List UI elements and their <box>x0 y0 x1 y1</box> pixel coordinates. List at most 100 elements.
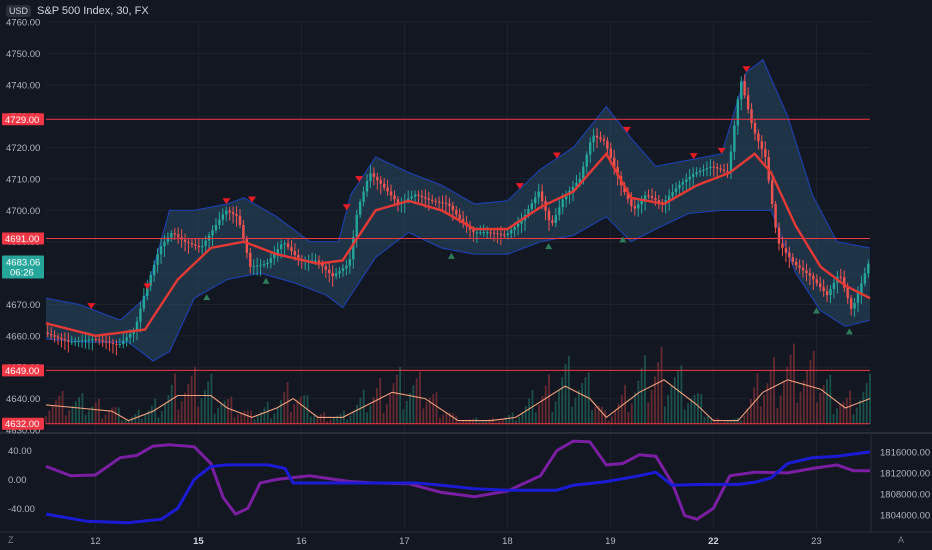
currency-badge[interactable]: USD <box>6 5 32 17</box>
volume-bar <box>177 409 180 424</box>
candle-body <box>757 133 760 142</box>
volume-bar <box>369 405 372 424</box>
volume-bar <box>703 416 706 424</box>
candle-body <box>527 209 530 216</box>
volume-bar <box>690 398 693 424</box>
candle-body <box>760 141 764 150</box>
time-axis: 12 15 16 17 18 19 22 23 <box>90 536 822 547</box>
volume-bar <box>51 405 54 424</box>
candle-body <box>204 240 207 246</box>
volume-bar <box>329 419 332 424</box>
candle-body <box>53 335 56 337</box>
candle-body <box>808 273 812 276</box>
volume-bar <box>829 374 832 424</box>
candle-body <box>451 205 455 211</box>
candle-body <box>626 192 630 200</box>
volume-bar <box>802 380 805 424</box>
candle-body <box>283 243 286 245</box>
candle-body <box>427 198 431 200</box>
candle-body <box>407 198 410 201</box>
volume-bar <box>786 366 789 424</box>
buy-marker <box>203 294 211 301</box>
volume-bar <box>501 419 504 424</box>
candle-body <box>431 199 434 202</box>
volume-bar <box>660 346 663 424</box>
candle-body <box>156 254 159 265</box>
candle-body <box>276 249 279 254</box>
volume-bar <box>260 412 263 424</box>
volume-bar <box>749 399 752 424</box>
candle-body <box>564 194 568 200</box>
volume-bar <box>554 401 557 424</box>
volume-bar <box>432 394 435 424</box>
volume-bar <box>687 403 689 424</box>
volume-bar <box>462 421 464 424</box>
volume-bar <box>104 414 107 424</box>
volume-bar <box>478 421 481 424</box>
candle-body <box>146 285 149 297</box>
candle-body <box>266 262 269 265</box>
candle-body <box>410 196 413 199</box>
volume-bar <box>452 413 454 424</box>
symbol-title[interactable]: S&P 500 Index, 30, FX <box>37 5 149 17</box>
candle-body <box>499 233 503 235</box>
candle-body <box>115 343 118 345</box>
candle-body <box>225 210 228 215</box>
candle-body <box>67 340 70 342</box>
sell-marker <box>515 183 524 190</box>
price-tick-label: 4630.00 <box>6 426 40 437</box>
candle-body <box>108 342 111 344</box>
zoom-reset-icon[interactable]: Z <box>8 535 14 545</box>
last-price-label: 4683.06 <box>6 257 40 268</box>
candle-body <box>382 183 386 188</box>
candle-body <box>314 260 317 262</box>
volume-bar <box>627 412 630 424</box>
candle-body <box>575 182 578 187</box>
volume-bar <box>442 414 445 424</box>
candle-body <box>221 214 225 220</box>
volume-bar <box>395 374 398 424</box>
volume-bar <box>385 403 388 424</box>
auto-scale-icon[interactable]: A <box>898 535 905 545</box>
volume-bar <box>816 402 818 424</box>
volume-bar <box>273 413 276 424</box>
volume-bar <box>283 391 286 424</box>
volume-bar <box>733 418 736 424</box>
sell-marker <box>143 283 152 290</box>
candle-body <box>534 197 537 204</box>
osc-tick-label: -40.00 <box>8 504 35 515</box>
volume-bar <box>862 392 865 424</box>
candle-body <box>455 210 458 215</box>
volume-bar <box>495 422 497 424</box>
volume-bar <box>558 389 560 424</box>
volume-bar <box>313 415 315 424</box>
price-axis: 4760.004750.004740.004730.004720.004710.… <box>2 18 44 437</box>
candle-body <box>719 168 722 170</box>
candle-body <box>190 243 194 245</box>
volume-bar <box>614 410 617 424</box>
volume-bar <box>571 406 574 424</box>
volume-bar <box>88 410 90 424</box>
level-label: 4649.00 <box>5 366 39 377</box>
volume-bar <box>114 406 117 424</box>
volume-bar <box>624 384 627 424</box>
volume-bar <box>415 378 418 424</box>
candle-body <box>101 340 104 342</box>
sell-marker <box>355 176 364 183</box>
candle-body <box>104 341 108 343</box>
candle-body <box>822 287 825 292</box>
candle-body <box>784 248 788 253</box>
candle-body <box>279 244 283 250</box>
candle-body <box>825 291 829 296</box>
sell-marker <box>342 204 351 211</box>
candle-body <box>152 264 156 276</box>
volume-bar <box>230 396 233 424</box>
candle-body <box>729 151 733 173</box>
candle-body <box>348 259 352 266</box>
candle-body <box>860 283 863 294</box>
candle-body <box>530 203 534 210</box>
candle-body <box>503 234 506 236</box>
candle-body <box>358 201 362 215</box>
volume-bar <box>515 420 517 424</box>
